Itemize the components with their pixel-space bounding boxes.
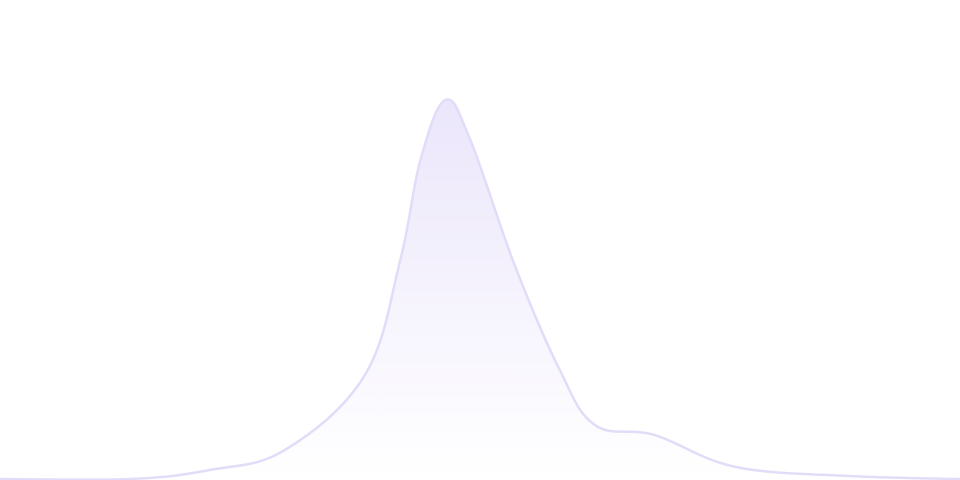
area-fill xyxy=(0,99,960,480)
series-line xyxy=(0,98,960,480)
